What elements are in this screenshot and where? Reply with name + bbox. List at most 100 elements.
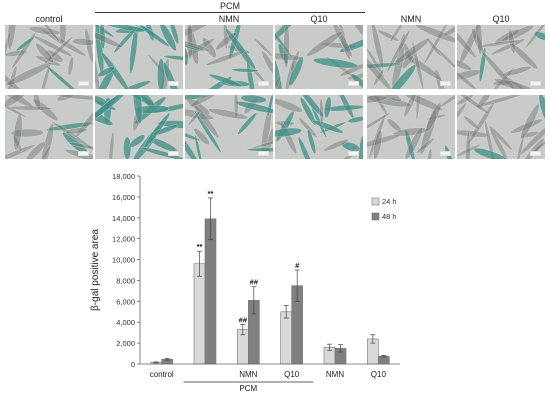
cell [476,39,521,48]
stained-cell [405,129,416,159]
scale-bar [78,81,89,86]
beta-gal-bar-chart: 0 2,000 4,000 6,000 8,000 10,000 12,000 14,000 1… [90,172,400,393]
panel-label-q10: Q10 [492,14,510,24]
panel-label-pcm-q10: Q10 [310,14,328,24]
stained-cell [275,54,283,89]
legend-label: 48 h [382,212,397,221]
cell [45,49,64,63]
panel-labels: PCM control NMN Q10 NMN Q10 [0,0,550,30]
cell [65,127,88,135]
cell [465,131,471,159]
cell [498,72,536,89]
stained-cell [163,55,183,61]
cell [404,95,443,112]
cell [5,95,26,108]
y-tick-label: 18,000 [112,172,135,181]
cell [37,25,60,42]
cell [5,50,28,57]
pcm-group-line [95,12,365,13]
y-tick-label: 16,000 [112,193,135,202]
stained-cell [347,116,363,123]
cell [392,127,429,137]
cell [40,145,51,159]
panel-label-nmn: NMN [400,14,422,24]
cell [519,118,545,156]
scale-bar [258,151,269,156]
bar-48h-1 [204,218,217,365]
scale-bar [168,81,179,86]
y-axis: 0 2,000 4,000 6,000 8,000 10,000 12,000 14,000 1… [112,172,141,369]
stained-cell [275,25,304,44]
cell [393,38,431,65]
stained-cell [169,25,179,45]
cell [423,25,449,65]
x-tick-label: control [150,370,174,379]
cell [386,29,411,73]
stained-cell [299,95,324,117]
stained-cell [62,131,90,157]
cell [367,95,389,104]
microscopy-image-r2-c2 [95,95,183,159]
cell [373,129,383,159]
cell [494,29,520,45]
cell [108,131,115,159]
legend-swatch [371,197,380,206]
cell [367,95,412,108]
cell [205,50,245,66]
cell [331,25,353,58]
cell [5,67,30,89]
cell [443,25,455,37]
cell [510,118,543,134]
cell [54,95,93,101]
stained-cell [538,95,545,125]
microscopy-image-r2-c1 [5,95,93,159]
microscopy-image-r1-c4 [275,25,363,89]
cell [457,25,477,59]
cell [306,31,343,57]
stained-cell [278,43,288,64]
cell [56,95,76,102]
cell [474,95,524,108]
stained-cell [113,26,138,54]
cell [411,41,424,89]
stained-cell [297,136,316,159]
stained-cell [235,101,273,114]
cell [403,95,417,118]
cell [510,43,539,70]
cell [490,38,526,56]
cell [377,29,400,42]
cell [488,125,513,151]
cell [457,70,478,89]
stained-cell [185,129,200,159]
cell [457,57,472,71]
stained-cell [120,80,151,89]
cell [524,25,545,49]
cell [323,138,350,152]
cell [349,25,363,38]
significance-label: ## [250,278,259,287]
stained-cell [185,95,207,101]
legend: 24 h 48 h [371,197,397,221]
cell [5,100,28,118]
stained-cell [139,25,170,47]
cell [84,28,93,64]
panel-label-control: control [35,14,63,24]
stained-cell [307,128,317,155]
cell [28,26,61,35]
cell [187,108,202,126]
y-tick-label: 4,000 [116,318,135,327]
microscopy-image-r1-c3 [185,25,273,89]
cell [25,141,46,159]
stained-cell [141,147,183,159]
stained-cell [266,95,273,118]
cell [67,141,93,151]
cell [476,95,493,110]
y-tick-label: 2,000 [116,339,135,348]
bar-24h-1 [193,263,206,365]
significance-label: # [295,261,300,270]
cell [427,148,433,159]
scale-bar [348,81,359,86]
cell [283,25,290,68]
stained-cell [240,95,267,104]
cell [35,42,55,64]
